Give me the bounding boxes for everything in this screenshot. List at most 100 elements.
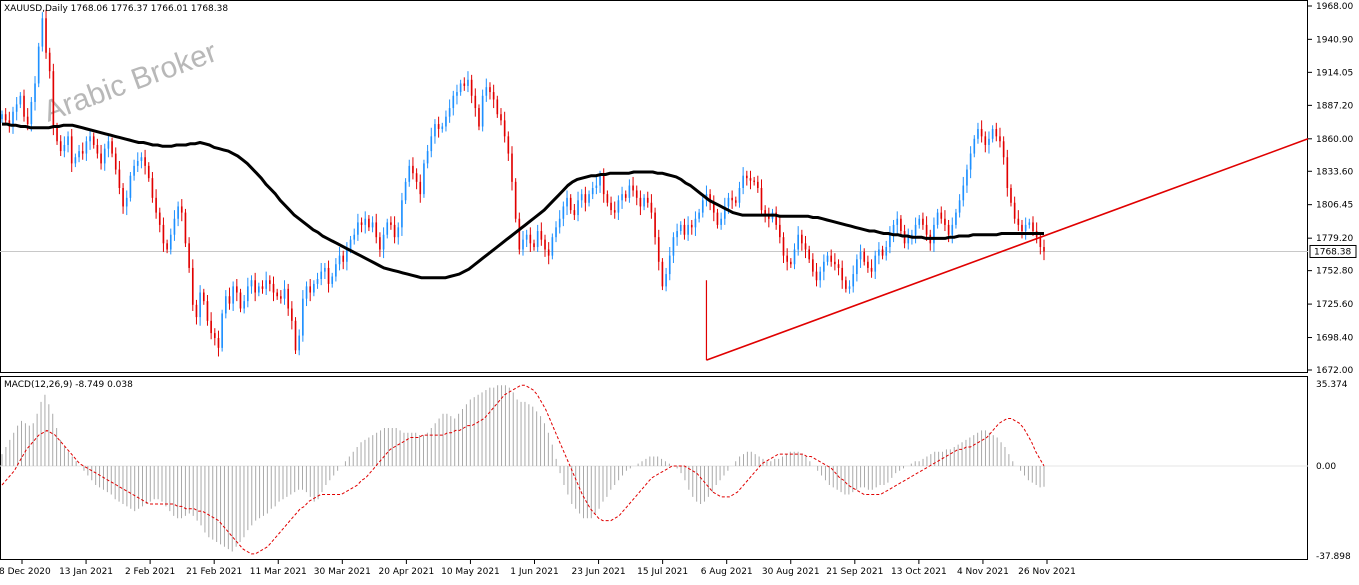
- candle-body: [335, 264, 337, 277]
- candle-body: [525, 234, 528, 240]
- candle-body: [459, 83, 462, 93]
- candle: [63, 136, 66, 158]
- candle-body: [188, 243, 190, 268]
- candle: [955, 208, 957, 229]
- candle: [617, 195, 620, 220]
- candle-body: [423, 163, 425, 195]
- price-axis-label: 1833.60: [1316, 167, 1353, 177]
- candle-body: [133, 165, 135, 176]
- date-axis-label: 13 Oct 2021: [891, 567, 947, 577]
- candle-body: [213, 333, 216, 339]
- candle: [393, 216, 396, 244]
- candle-body: [786, 255, 788, 262]
- candle: [562, 201, 565, 227]
- candle: [779, 216, 781, 244]
- candle: [357, 213, 359, 241]
- candle-body: [790, 261, 792, 265]
- candle-body: [1017, 218, 1020, 225]
- candle: [712, 195, 715, 222]
- candle-body: [74, 157, 77, 164]
- candle-body: [511, 153, 513, 182]
- candle-body: [206, 301, 209, 321]
- candle-body: [401, 200, 403, 228]
- candle: [676, 223, 678, 246]
- candle-body: [672, 237, 675, 256]
- candle-body: [859, 251, 862, 260]
- candle: [452, 90, 455, 116]
- candle: [89, 128, 91, 150]
- candle-body: [96, 144, 99, 154]
- candle: [298, 329, 301, 356]
- candle: [881, 245, 884, 260]
- candle-body: [232, 286, 234, 304]
- candle: [819, 266, 822, 288]
- candle-body: [364, 218, 367, 225]
- candle-body: [169, 234, 172, 250]
- candle-body: [26, 116, 29, 125]
- candle-body: [287, 288, 290, 309]
- candle: [162, 217, 165, 252]
- candle: [280, 290, 282, 304]
- candle: [958, 194, 961, 218]
- candle: [492, 84, 495, 109]
- candle-body: [114, 153, 117, 170]
- candle-body: [518, 218, 521, 250]
- candle: [269, 275, 271, 292]
- candle: [566, 190, 568, 216]
- candle: [555, 221, 557, 243]
- candle-body: [386, 222, 389, 235]
- date-axis-label: 20 Apr 2021: [379, 567, 435, 577]
- candle: [782, 232, 785, 264]
- symbol-header: XAUUSD,Daily 1768.06 1776.37 1766.01 176…: [4, 4, 228, 14]
- candle-body: [217, 338, 220, 348]
- candle: [34, 76, 36, 111]
- candle: [235, 279, 238, 302]
- candle-body: [470, 79, 473, 96]
- candle-body: [221, 313, 223, 348]
- candle-body: [632, 185, 634, 191]
- candle-body: [239, 292, 242, 309]
- candle-body: [269, 280, 271, 284]
- candle-body: [944, 218, 946, 225]
- candle-body: [712, 202, 715, 213]
- candle-body: [852, 274, 855, 287]
- candle: [980, 120, 983, 143]
- candle-body: [1010, 188, 1012, 203]
- candle-body: [551, 237, 554, 256]
- candle: [1, 110, 3, 123]
- candle-body: [346, 249, 348, 262]
- candle-body: [742, 175, 744, 188]
- candle-body: [925, 224, 928, 235]
- candle-body: [177, 206, 179, 219]
- candle-body: [100, 153, 102, 164]
- candle: [67, 131, 69, 153]
- candle: [92, 132, 95, 149]
- candle: [973, 135, 976, 158]
- candle: [448, 99, 451, 123]
- candle-body: [973, 138, 976, 154]
- candle: [665, 267, 667, 292]
- candle-body: [977, 128, 979, 139]
- candle: [742, 167, 744, 195]
- candle: [914, 217, 917, 244]
- candle-body: [716, 212, 719, 225]
- candle-body: [379, 237, 381, 250]
- candle-body: [408, 165, 411, 182]
- date-axis-label: 6 Aug 2021: [701, 567, 753, 577]
- candle-body: [661, 261, 664, 287]
- candle-body: [489, 87, 491, 93]
- candle: [59, 135, 62, 157]
- candle-body: [808, 249, 811, 260]
- candle-body: [224, 296, 227, 314]
- date-axis-label: 13 Jan 2021: [59, 567, 113, 577]
- candle: [518, 212, 521, 255]
- candle: [624, 190, 627, 202]
- candle-body: [606, 194, 609, 203]
- candle-body: [456, 92, 458, 96]
- candle-body: [4, 114, 7, 121]
- candle: [184, 208, 187, 248]
- candle-body: [599, 175, 601, 186]
- candle: [305, 281, 308, 307]
- candle-body: [276, 292, 279, 297]
